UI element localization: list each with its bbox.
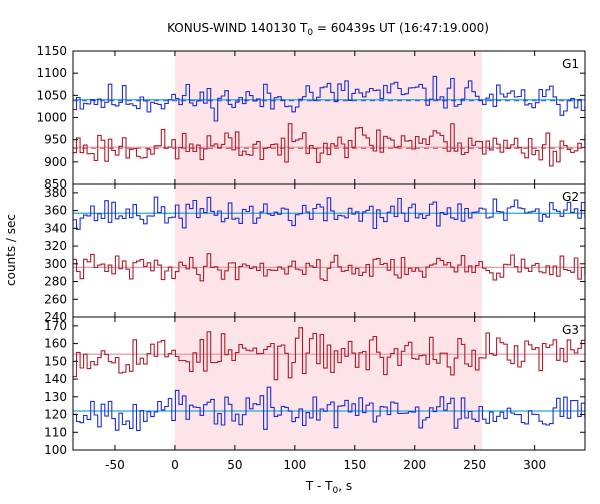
- y-tick-label: 240: [44, 310, 67, 324]
- y-tick-label: 120: [44, 408, 67, 422]
- y-tick-label: 300: [44, 257, 67, 271]
- y-tick-label: 1050: [36, 88, 67, 102]
- y-tick-label: 260: [44, 292, 67, 306]
- y-tick-label: 1150: [36, 44, 67, 58]
- y-tick-label: 160: [44, 337, 67, 351]
- y-tick-label: 900: [44, 155, 67, 169]
- y-tick-label: 150: [44, 354, 67, 368]
- x-tick-label: 200: [403, 458, 426, 472]
- lightcurve-g3-lower: [73, 386, 586, 432]
- y-tick-label: 950: [44, 133, 67, 147]
- chart-title: KONUS-WIND 140130 T0 = 60439s UT (16:47:…: [167, 21, 489, 38]
- y-tick-label: 380: [44, 186, 67, 200]
- lightcurve-g3-upper: [73, 327, 586, 381]
- x-tick-label: 300: [523, 458, 546, 472]
- shaded-interval: [174, 51, 482, 450]
- y-tick-label: 140: [44, 372, 67, 386]
- panel-label-g2: G2: [562, 190, 579, 204]
- lightcurve-g1-upper: [73, 75, 586, 122]
- x-tick-label: 0: [171, 458, 179, 472]
- panel-frame-g3: [72, 316, 586, 451]
- y-tick-label: 850: [44, 177, 67, 191]
- y-tick-label: 320: [44, 239, 67, 253]
- lightcurve-g2-upper: [73, 196, 586, 230]
- y-tick-label: 340: [44, 221, 67, 235]
- lightcurve-g1-lower: [73, 123, 586, 167]
- y-axis-label: counts / sec: [4, 214, 18, 286]
- x-tick-label: -50: [105, 458, 125, 472]
- panel-label-g3: G3: [562, 323, 579, 337]
- x-tick-label: 150: [343, 458, 366, 472]
- x-tick-label: 250: [463, 458, 486, 472]
- x-tick-label: 100: [283, 458, 306, 472]
- y-tick-label: 1000: [36, 111, 67, 125]
- plot-layer: 8509009501000105011001150G12402602803003…: [36, 44, 586, 472]
- y-tick-label: 280: [44, 275, 67, 289]
- y-tick-label: 170: [44, 319, 67, 333]
- x-tick-label: 50: [227, 458, 242, 472]
- y-tick-label: 130: [44, 390, 67, 404]
- y-tick-label: 1100: [36, 66, 67, 80]
- y-tick-label: 100: [44, 443, 67, 457]
- y-tick-label: 360: [44, 204, 67, 218]
- y-tick-label: 110: [44, 425, 67, 439]
- panel-label-g1: G1: [562, 57, 579, 71]
- x-axis-label: T - T0, s: [305, 479, 352, 496]
- lightcurve-g2-lower: [73, 253, 586, 282]
